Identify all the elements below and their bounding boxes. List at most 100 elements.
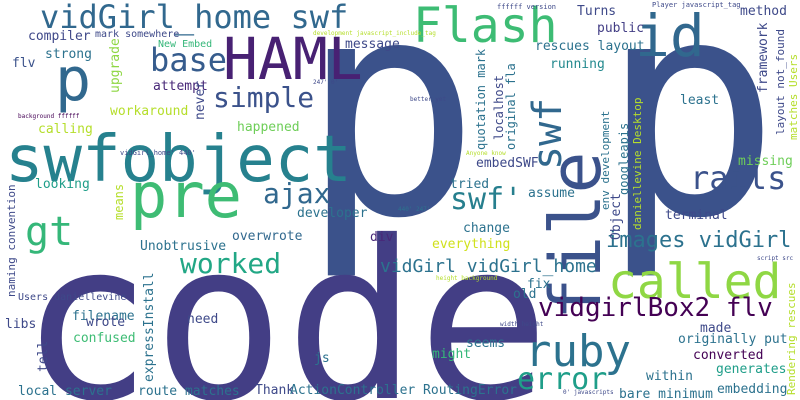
word-change: change [463, 221, 510, 236]
word-need: need [187, 312, 219, 327]
word-tried: tried [450, 177, 490, 192]
word-247-0: 247' 0' [313, 79, 339, 86]
word-wrote: wrote [86, 315, 126, 330]
word-rails: rails [690, 159, 787, 197]
word-least: least [680, 93, 720, 108]
word-local-server: local server [18, 384, 112, 399]
word-strong: strong [45, 47, 92, 62]
word-fix: fix [527, 277, 551, 292]
word-440-247: 440' 247' [398, 206, 431, 213]
word-naming-convention: naming convention [5, 184, 18, 297]
word-means: means [112, 183, 126, 220]
word-anyone-know: Anyone know [466, 150, 506, 157]
word-assume: assume [528, 186, 575, 201]
word-rescues-layout: rescues layout [535, 39, 645, 54]
word-filename: filename [72, 309, 135, 324]
word-overwrote: overwrote [232, 229, 303, 244]
word-embedswf: embedSWF [476, 156, 539, 171]
word-might: might [432, 347, 472, 362]
word-googleapis: googleapis [617, 122, 631, 195]
word-matches-users: matches Users [787, 53, 800, 140]
word-haml: HAML [223, 25, 363, 93]
word-development-javascript-include-tag: development javascript_include_tag [313, 30, 436, 37]
word-width-height: width height [500, 321, 544, 328]
word-images-vidgirl: images vidGirl [606, 228, 792, 253]
word-original-fla: original fla [504, 63, 518, 150]
word-swf-quote: swf' [450, 182, 523, 217]
word-thank: Thank [255, 383, 295, 398]
word-within: within [646, 369, 693, 384]
word-div: div [370, 230, 394, 245]
word-quotation-mark: quotation mark [474, 48, 488, 150]
word-upgrade: upgrade [108, 38, 123, 93]
word-seems: seems [466, 336, 506, 351]
word-turns: Turns [577, 4, 617, 19]
word-compiler: compiler [28, 29, 91, 44]
word-missing: missing [738, 154, 793, 169]
word-rendering-rescues: Rendering rescues [785, 282, 798, 395]
word-simple: simple [213, 81, 315, 114]
word-happened: happened [237, 120, 300, 135]
word-calling: calling [38, 122, 93, 137]
word-js: js [314, 351, 330, 366]
word-tell: tell [36, 340, 51, 372]
word-vidgirl-vidgirl-home: vidGirl vidGirl_home [380, 256, 597, 277]
word-ruby: ruby [525, 326, 631, 377]
word-embedding: embedding [717, 382, 788, 397]
word-method: method [740, 4, 787, 19]
word-id: id [635, 2, 705, 70]
word-users-daniellevine: Users daniellevine [18, 292, 127, 303]
word-vidgirlbox2-flv: vidgirlBox2 flv [538, 293, 773, 323]
word-confused: confused [73, 331, 136, 346]
word-terminal: terminal [665, 208, 728, 223]
word-unobtrusive: Unobtrusive [140, 239, 227, 254]
word-code: code [20, 194, 550, 400]
word-background-ffffff: background ffffff [18, 113, 80, 120]
word-everything: everything [432, 237, 511, 252]
word-better-yet: better yet [410, 96, 447, 103]
word-worked: worked [180, 247, 282, 280]
word-layout-not-found: layout not_found [774, 29, 787, 135]
word-flash: Flash [413, 0, 558, 54]
word-vidgirl-home-440: vidGirl_home' 440' [120, 149, 196, 157]
word-p-small: p [55, 45, 92, 115]
word-error: error [517, 362, 608, 397]
word-p: p [300, 0, 481, 284]
word-running: running [550, 57, 605, 72]
word-flv: flv [12, 56, 36, 71]
word-converted: converted [693, 348, 764, 363]
word-public: public [597, 21, 644, 36]
word-new-embed: New Embed [158, 39, 213, 50]
word-script-src: script src [757, 255, 794, 262]
word-attempt: attempt [153, 79, 208, 94]
word-developer: developer [297, 206, 368, 221]
word-0-javascripts: 0' javascripts [563, 389, 614, 396]
word-originally-put: originally put [678, 332, 788, 347]
word-p: p [600, 0, 781, 284]
word-expressinstall: expressInstall [142, 272, 157, 382]
word-pre: pre [130, 159, 242, 232]
word-bare-minimum: bare minimum [619, 387, 713, 400]
word-old: old [513, 287, 537, 302]
word-message: message [345, 37, 400, 52]
word-object: Object [609, 193, 624, 240]
word-route-matches: route matches [138, 384, 240, 399]
word-base: base [150, 41, 228, 79]
word-daniellevine-desktop: daniellevine Desktop [631, 97, 644, 230]
word-actioncontroller-routingerror: ActionController RoutingError [290, 383, 517, 398]
word-never: never [193, 80, 208, 120]
word-generates: generates [716, 362, 787, 377]
word-libs: libs [5, 317, 37, 332]
word-ffffff-version: ffffff version [497, 3, 557, 11]
word-mark-somewhere: mark somewhere [95, 29, 180, 40]
word-player-javascript-tag: Player javascript_tag [652, 1, 741, 9]
word-made: made [700, 321, 732, 336]
word-vidgirl-home-swf: vidGirl_home swf [40, 0, 349, 36]
word-ajax: ajax [263, 177, 331, 210]
word-looking: looking [35, 177, 90, 192]
word-called: called [608, 254, 782, 310]
word-gt: gt [25, 209, 74, 255]
word-height-background: height background [436, 275, 498, 282]
word-framework: framework [756, 22, 771, 93]
